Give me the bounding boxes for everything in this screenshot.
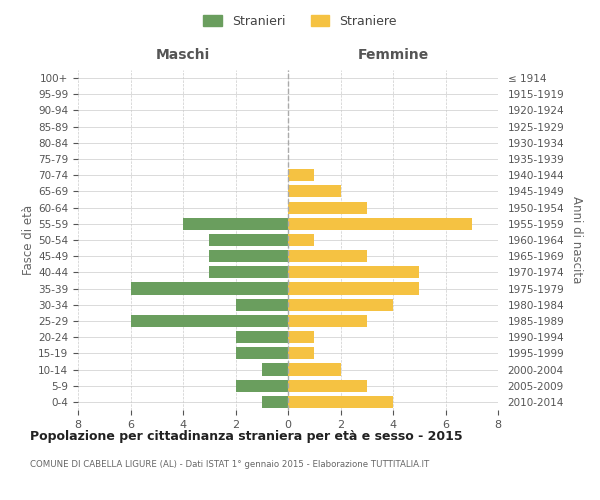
Bar [288, 186, 341, 198]
Bar [262, 396, 288, 408]
Bar [288, 282, 419, 294]
Bar [288, 298, 393, 311]
Bar [235, 380, 288, 392]
Bar [288, 250, 367, 262]
Bar [209, 266, 288, 278]
Y-axis label: Anni di nascita: Anni di nascita [570, 196, 583, 284]
Bar [235, 331, 288, 343]
Bar [130, 282, 288, 294]
Bar [288, 218, 472, 230]
Text: Maschi: Maschi [156, 48, 210, 62]
Bar [288, 348, 314, 360]
Bar [288, 364, 341, 376]
Bar [209, 234, 288, 246]
Text: Popolazione per cittadinanza straniera per età e sesso - 2015: Popolazione per cittadinanza straniera p… [30, 430, 463, 443]
Legend: Stranieri, Straniere: Stranieri, Straniere [199, 11, 401, 32]
Bar [235, 298, 288, 311]
Y-axis label: Fasce di età: Fasce di età [22, 205, 35, 275]
Bar [235, 348, 288, 360]
Bar [262, 364, 288, 376]
Text: COMUNE DI CABELLA LIGURE (AL) - Dati ISTAT 1° gennaio 2015 - Elaborazione TUTTIT: COMUNE DI CABELLA LIGURE (AL) - Dati IST… [30, 460, 429, 469]
Bar [288, 202, 367, 213]
Bar [288, 396, 393, 408]
Bar [288, 380, 367, 392]
Bar [209, 250, 288, 262]
Bar [288, 266, 419, 278]
Text: Femmine: Femmine [358, 48, 428, 62]
Bar [288, 169, 314, 181]
Bar [288, 234, 314, 246]
Bar [183, 218, 288, 230]
Bar [130, 315, 288, 327]
Bar [288, 331, 314, 343]
Bar [288, 315, 367, 327]
